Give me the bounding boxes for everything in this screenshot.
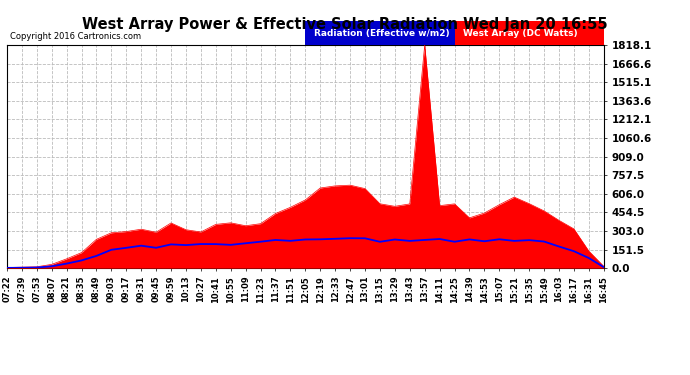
Text: Radiation (Effective w/m2): Radiation (Effective w/m2) [314,29,450,38]
Text: West Array (DC Watts): West Array (DC Watts) [464,29,578,38]
Bar [305,21,455,45]
Bar [455,21,604,45]
Text: Copyright 2016 Cartronics.com: Copyright 2016 Cartronics.com [10,32,141,41]
Text: West Array Power & Effective Solar Radiation Wed Jan 20 16:55: West Array Power & Effective Solar Radia… [82,17,608,32]
